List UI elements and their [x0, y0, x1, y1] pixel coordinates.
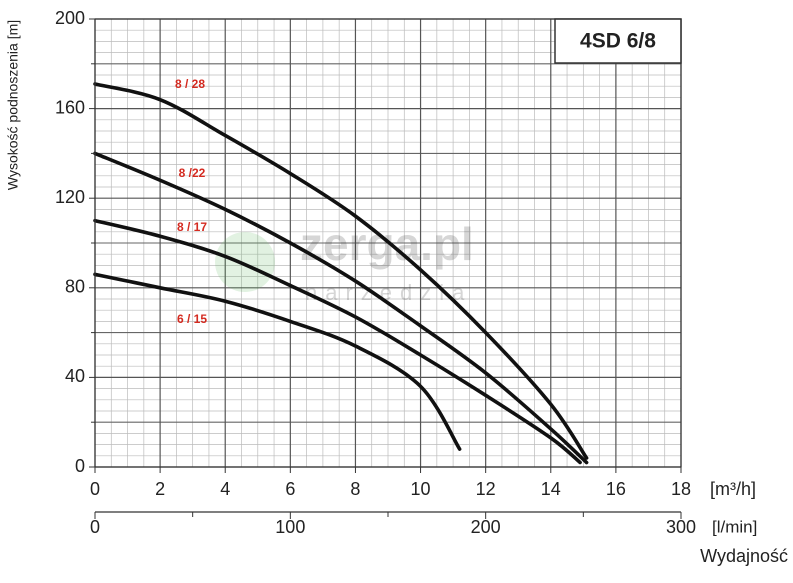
- x-tick-label: 0: [90, 479, 100, 499]
- x-tick-label: 2: [155, 479, 165, 499]
- y-tick-label: 0: [75, 456, 85, 476]
- x2-axis-unit: [l/min]: [712, 517, 757, 536]
- pump-curve: [93, 272, 462, 451]
- curves: [93, 82, 589, 465]
- x2-tick-label: 100: [275, 517, 305, 537]
- watermark-text: zerga.pl: [300, 218, 474, 270]
- x-tick-label: 18: [671, 479, 691, 499]
- x-tick-label: 16: [606, 479, 626, 499]
- y-tick-label: 120: [55, 187, 85, 207]
- x-tick-label: 14: [541, 479, 561, 499]
- y-tick-label: 200: [55, 8, 85, 28]
- pump-curve: [93, 218, 582, 465]
- watermark-logo: [215, 232, 275, 292]
- x-tick-label: 8: [350, 479, 360, 499]
- curve-label: 8 / 28: [175, 77, 205, 91]
- title-box: [554, 18, 682, 64]
- pump-curve: [93, 151, 589, 465]
- curve-label: 6 / 15: [177, 312, 207, 326]
- x2-tick-label: 200: [471, 517, 501, 537]
- curve-label: 8 / 17: [177, 220, 207, 234]
- x-tick-label: 10: [411, 479, 431, 499]
- x-axis-label: Wydajność: [700, 546, 788, 566]
- pump-curve: [93, 82, 589, 460]
- y-axis-label: Wysokość podnoszenia [m]: [5, 20, 21, 190]
- x2-tick-label: 0: [90, 517, 100, 537]
- y-tick-label: 80: [65, 277, 85, 297]
- curve-label: 8 /22: [179, 166, 206, 180]
- x-tick-label: 12: [476, 479, 496, 499]
- y-tick-label: 160: [55, 97, 85, 117]
- x-axis-unit: [m³/h]: [710, 479, 756, 499]
- plot-frame: [94, 18, 682, 468]
- y-tick-label: 40: [65, 366, 85, 386]
- x-tick-label: 4: [220, 479, 230, 499]
- chart-title: 4SD 6/8: [580, 30, 656, 53]
- x2-tick-label: 300: [666, 517, 696, 537]
- x-tick-label: 6: [285, 479, 295, 499]
